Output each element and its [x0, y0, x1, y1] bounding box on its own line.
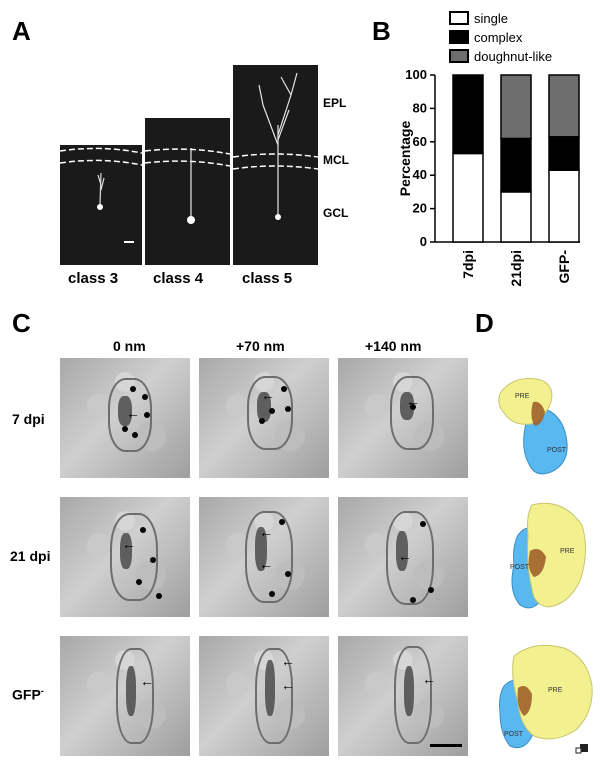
neuron-image-class-3	[60, 145, 142, 265]
y-axis-label: Percentage	[397, 121, 413, 197]
pre-label-3: PRE	[548, 687, 563, 694]
reconstruction-7dpi: PRE POST	[498, 378, 568, 475]
stacked-bar-chart: single complex doughnut-like 0 20 40 60 80 100 Pe…	[397, 11, 580, 287]
neuron-image-class-5	[233, 65, 318, 265]
row-label-21dpi: 21 dpi	[10, 548, 51, 564]
neuron-image-class-4	[145, 118, 230, 265]
x-tick-label-1: 21dpi	[508, 250, 524, 287]
pre-label-1: PRE	[515, 393, 530, 400]
panel-b-letter: B	[372, 16, 391, 46]
em-image-7dpi-0nm: ←	[60, 358, 190, 478]
bar-GFP--doughnut-like	[548, 74, 580, 138]
legend-label-0: single	[474, 11, 508, 26]
scale-bar	[430, 744, 462, 747]
column-label-140nm: +140 nm	[365, 338, 422, 354]
post-label-1: POST	[547, 447, 567, 454]
row-label-gfp-text: GFP	[12, 686, 41, 703]
bar-21dpi-single	[500, 191, 532, 243]
bar-7dpi-complex	[452, 74, 484, 155]
column-label-0nm: 0 nm	[113, 338, 146, 354]
em-image-gfp-70nm: ← ←	[199, 636, 329, 756]
reconstruction-21dpi: PRE POST	[510, 502, 586, 609]
row-label-7dpi: 7 dpi	[12, 411, 45, 427]
x-tick-label-0: 7dpi	[460, 250, 476, 279]
y-tick-label-1: 20	[413, 201, 427, 216]
y-tick-label-0: 0	[420, 234, 427, 249]
row-label-gfp-sup: -	[40, 686, 44, 696]
legend-label-2: doughnut-like	[474, 49, 552, 64]
bar-21dpi-complex	[500, 137, 532, 193]
bar-21dpi-doughnut-like	[500, 74, 532, 140]
em-image-gfp-140nm: ←	[338, 636, 468, 756]
em-image-gfp-0nm: ←	[60, 636, 190, 756]
legend-label-1: complex	[474, 30, 523, 45]
panel-d-letter: D	[475, 308, 494, 338]
legend-swatch-2	[449, 49, 469, 63]
row-label-gfp: GFP-	[12, 686, 44, 703]
class-5-label: class 5	[242, 270, 293, 287]
bar-GFP--complex	[548, 136, 580, 171]
panel-c-letter: C	[12, 308, 31, 338]
x-tick-label-2: GFP-	[556, 250, 572, 284]
bar-7dpi-single	[452, 152, 484, 243]
class-4-label: class 4	[153, 270, 204, 287]
panel-a-letter: A	[12, 16, 31, 46]
reconstruction-gfp: PRE POST	[499, 644, 593, 754]
layer-label-gcl: GCL	[323, 206, 349, 220]
y-tick-label-4: 80	[413, 100, 427, 115]
layer-label-epl: EPL	[323, 96, 347, 110]
y-tick-label-5: 100	[405, 67, 427, 82]
y-tick-label-2: 40	[413, 167, 427, 182]
y-tick-label-3: 60	[413, 134, 427, 149]
em-image-7dpi-70nm: ←	[199, 358, 329, 478]
column-label-70nm: +70 nm	[236, 338, 285, 354]
em-image-21dpi-0nm: ←	[60, 497, 190, 617]
class-3-label: class 3	[68, 270, 119, 287]
legend-swatch-1	[449, 30, 469, 44]
em-image-7dpi-140nm: ←	[338, 358, 468, 478]
em-image-21dpi-140nm: ←	[338, 497, 468, 617]
bar-GFP--single	[548, 169, 580, 243]
post-label-2: POST	[510, 564, 530, 571]
em-image-21dpi-70nm: ← ←	[199, 497, 329, 617]
legend-swatch-0	[449, 11, 469, 25]
layer-label-mcl: MCL	[323, 153, 349, 167]
pre-label-2: PRE	[560, 548, 575, 555]
post-label-3: POST	[504, 731, 524, 738]
